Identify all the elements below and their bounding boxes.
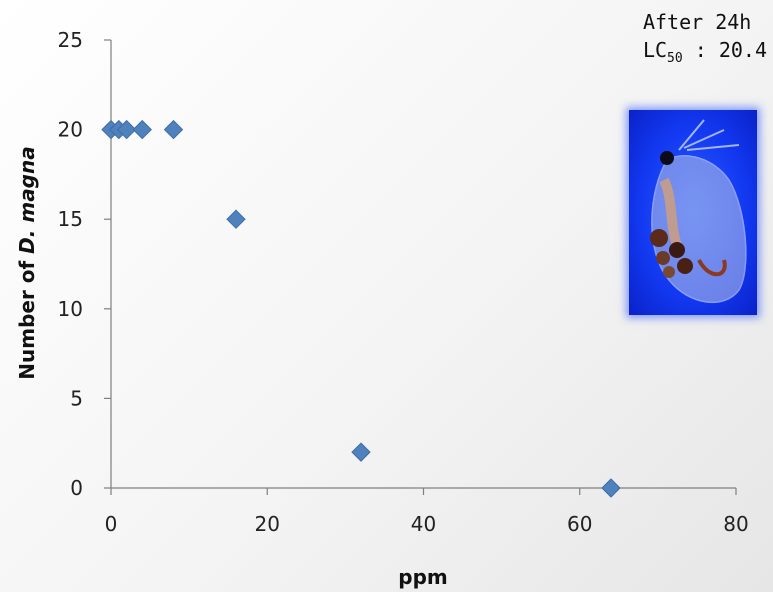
tick-labels: 0 5 10 15 20 25 0 20 40 60 80 xyxy=(58,28,749,536)
lc-value: : 20.4 xyxy=(682,38,767,62)
y-tick-label: 25 xyxy=(58,28,83,52)
data-point xyxy=(226,209,246,229)
x-tick-label: 0 xyxy=(105,512,118,536)
y-axis-title: Number of D. magna xyxy=(15,146,39,380)
x-tick-label: 40 xyxy=(411,512,436,536)
data-point xyxy=(601,478,621,498)
lc50-annotation: After 24h LC50 : 20.4 xyxy=(643,8,767,73)
daphnia-magna-photo xyxy=(629,110,757,315)
x-axis-title: ppm xyxy=(398,565,447,589)
annotation-lc50: LC50 : 20.4 xyxy=(643,36,767,73)
data-point xyxy=(351,442,371,462)
x-tick-label: 60 xyxy=(567,512,592,536)
data-point xyxy=(163,119,184,140)
y-tick-label: 20 xyxy=(58,118,83,142)
data-points xyxy=(101,119,621,498)
x-tick-label: 20 xyxy=(255,512,280,536)
annotation-time: After 24h xyxy=(642,10,752,34)
y-tick-label: 10 xyxy=(58,297,83,321)
data-point xyxy=(116,119,137,140)
axes xyxy=(104,39,737,495)
y-tick-label: 0 xyxy=(70,476,83,500)
lc-subscript: 50 xyxy=(667,51,683,66)
x-tick-label: 80 xyxy=(723,512,748,536)
y-axis-title-italic: D. magna xyxy=(15,146,39,254)
y-tick-label: 5 xyxy=(70,386,83,410)
lc-prefix: LC xyxy=(642,38,668,62)
data-point xyxy=(132,119,152,140)
y-axis-title-prefix: Number of xyxy=(15,254,39,380)
y-tick-label: 15 xyxy=(58,207,83,231)
